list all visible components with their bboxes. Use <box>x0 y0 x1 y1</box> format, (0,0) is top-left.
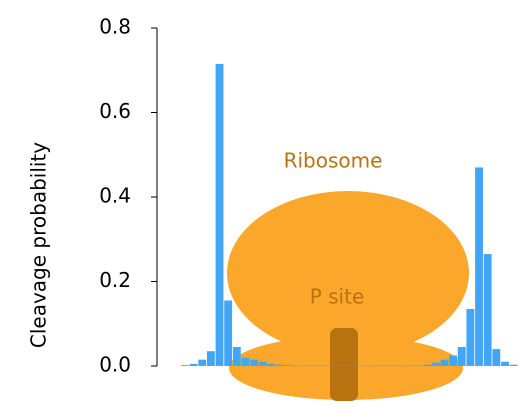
bar <box>354 365 362 367</box>
bar <box>276 364 284 366</box>
bar <box>388 365 397 367</box>
bar <box>198 359 207 366</box>
bar <box>509 364 518 366</box>
ribosome <box>227 191 469 401</box>
bar <box>440 359 449 366</box>
bar <box>483 254 492 366</box>
bar <box>319 365 328 367</box>
bar <box>310 365 319 367</box>
bar <box>345 365 354 367</box>
bar <box>423 364 432 366</box>
y-tick-label: 0.0 <box>99 353 131 377</box>
bar <box>293 365 302 367</box>
bar <box>457 346 466 366</box>
bar <box>206 351 215 366</box>
bar <box>501 361 509 366</box>
bar <box>250 359 259 366</box>
p-site-label: P site <box>310 285 365 309</box>
y-axis-label: Cleavage probability <box>27 142 51 348</box>
bar <box>414 365 423 367</box>
bar <box>189 363 198 366</box>
bar <box>475 167 483 366</box>
bar <box>492 349 501 366</box>
bar <box>224 300 233 366</box>
bar <box>215 63 224 366</box>
bar <box>336 365 345 367</box>
bar <box>449 355 457 366</box>
bar <box>328 365 336 367</box>
ribosome-large-subunit <box>227 191 469 355</box>
y-tick-label: 0.4 <box>99 184 131 208</box>
bar <box>302 365 310 367</box>
bar <box>466 308 475 366</box>
bar <box>241 357 250 366</box>
y-tick-label: 0.2 <box>99 268 131 292</box>
ribosome-label: Ribosome <box>284 149 383 173</box>
bar <box>267 363 276 366</box>
p-site-trna <box>330 328 358 401</box>
bar <box>371 365 380 367</box>
bar <box>284 365 293 366</box>
bar <box>362 365 371 367</box>
bar <box>397 365 406 367</box>
bar <box>379 365 388 367</box>
y-tick-label: 0.6 <box>99 99 131 123</box>
y-tick-label: 0.8 <box>99 15 131 39</box>
bar <box>258 361 267 366</box>
bar <box>405 365 414 367</box>
bar <box>232 346 241 366</box>
bar <box>181 365 189 366</box>
bar <box>431 362 440 366</box>
